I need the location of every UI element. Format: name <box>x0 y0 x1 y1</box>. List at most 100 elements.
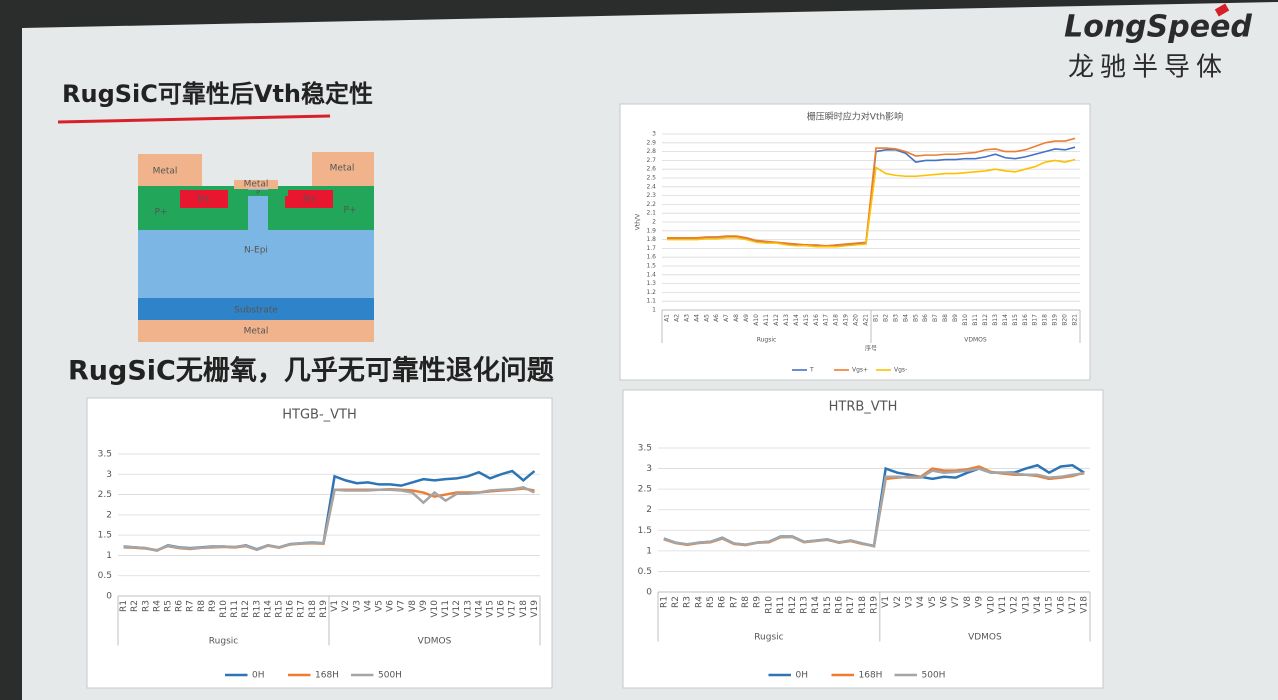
x-tick-label: V4 <box>916 596 926 608</box>
x-tick-label: V5 <box>928 596 938 608</box>
y-tick-label: 1.7 <box>646 245 656 252</box>
x-tick-label: A14 <box>793 314 800 326</box>
y-tick-label: 1.1 <box>646 298 656 305</box>
x-tick-label: R13 <box>799 596 809 614</box>
y-tick-label: 1.3 <box>646 280 656 287</box>
x-tick-label: V2 <box>893 596 903 608</box>
label: P+ <box>155 208 168 218</box>
x-tick-label: R14 <box>263 600 273 618</box>
x-tick-label: R10 <box>219 600 229 618</box>
x-tick-label: V13 <box>1021 596 1031 614</box>
x-tick-label: A9 <box>743 314 750 322</box>
x-tick-label: A17 <box>823 314 830 326</box>
x-tick-label: V18 <box>519 600 529 618</box>
y-tick-label: 1.9 <box>646 227 656 234</box>
x-tick-label: R19 <box>319 600 329 618</box>
x-tick-label: V1 <box>330 600 340 612</box>
y-tick-label: 1 <box>652 307 656 314</box>
y-tick-label: 3.5 <box>638 444 652 454</box>
x-tick-label: B8 <box>942 314 949 322</box>
y-tick-label: 3.5 <box>98 450 112 460</box>
legend-label: Vgs+ <box>852 367 868 374</box>
legend-label: 0H <box>252 671 265 681</box>
x-tick-label: A4 <box>693 314 700 322</box>
x-tick-label: V12 <box>452 600 462 618</box>
x-tick-label: V18 <box>1080 596 1090 614</box>
x-tick-label: V3 <box>905 596 915 608</box>
x-tick-label: B6 <box>922 314 929 322</box>
chart-title: HTRB_VTH <box>829 400 898 415</box>
x-tick-label: A19 <box>843 314 850 326</box>
x-tick-label: R19 <box>870 596 880 614</box>
x-tick-label: V8 <box>408 600 418 612</box>
x-tick-label: V6 <box>386 600 396 612</box>
y-tick-label: 2 <box>652 219 656 226</box>
group-label: VDMOS <box>968 633 1002 643</box>
x-tick-label: R2 <box>671 596 681 608</box>
metal-bottom <box>138 320 374 342</box>
series-line <box>666 137 1076 247</box>
chart-frame <box>619 103 1091 381</box>
x-tick-label: A5 <box>703 314 710 322</box>
label: P+ <box>344 206 357 216</box>
x-tick-label: R16 <box>834 596 844 614</box>
y-tick-label: 2.2 <box>646 201 656 208</box>
x-tick-label: V9 <box>419 600 429 612</box>
x-tick-label: V6 <box>940 596 950 608</box>
x-tick-label: V1 <box>881 596 891 608</box>
title-underline <box>57 114 331 124</box>
x-tick-label: V8 <box>963 596 973 608</box>
x-tick-label: A6 <box>713 314 720 322</box>
x-tick-label: R1 <box>119 600 129 612</box>
label: Metal <box>244 180 269 190</box>
x-tick-label: V10 <box>986 596 996 614</box>
y-tick-label: 0.5 <box>638 567 652 577</box>
series-line <box>123 485 535 552</box>
label: Substrate <box>234 306 278 316</box>
y-tick-label: 2.6 <box>646 166 656 173</box>
y-tick-label: 2.9 <box>646 139 656 146</box>
x-tick-label: B15 <box>1012 314 1019 326</box>
slide-title: RugSiC可靠性后Vth稳定性 <box>62 80 373 108</box>
legend-label: Vgs- <box>894 367 907 374</box>
x-tick-label: R1 <box>659 596 669 608</box>
y-tick-label: 2.1 <box>646 210 656 217</box>
label: Metal <box>153 167 178 177</box>
x-tick-label: R6 <box>718 596 728 608</box>
x-tick-label: A13 <box>783 314 790 326</box>
y-tick-label: 3 <box>652 131 656 138</box>
y-tick-label: 2.5 <box>98 490 112 500</box>
x-tick-label: R5 <box>163 600 173 612</box>
x-tick-label: R10 <box>764 596 774 614</box>
chart-title: 栅压瞬时应力对Vth影响 <box>807 111 903 123</box>
legend-label: 500H <box>922 671 946 681</box>
legend-label: 0H <box>796 671 809 681</box>
y-tick-label: 1.5 <box>98 531 112 541</box>
x-tick-label: B21 <box>1072 314 1079 326</box>
y-tick-label: 1.8 <box>646 236 656 243</box>
x-tick-label: V12 <box>1010 596 1020 614</box>
x-tick-label: R11 <box>230 600 240 618</box>
x-tick-label: V17 <box>1068 596 1078 614</box>
x-tick-label: R3 <box>683 596 693 608</box>
device-diagram: Metal Metal Metal N+ N+ P+ P+ P N-Epi Su… <box>138 152 374 342</box>
legend-label: 168H <box>859 671 883 681</box>
x-tick-label: V11 <box>998 596 1008 614</box>
y-tick-label: 2.5 <box>638 485 652 495</box>
label: N+ <box>197 195 211 205</box>
x-tick-label: A7 <box>723 314 730 322</box>
x-tick-label: R2 <box>130 600 140 612</box>
x-tick-label: R13 <box>252 600 262 618</box>
x-tick-label: V5 <box>374 600 384 612</box>
x-tick-label: R17 <box>297 600 307 618</box>
x-tick-label: R8 <box>741 596 751 608</box>
x-tick-label: B16 <box>1022 314 1029 326</box>
legend-label: 168H <box>315 671 339 681</box>
x-tick-label: R15 <box>823 596 833 614</box>
x-tick-label: V14 <box>474 600 484 618</box>
label: Metal <box>330 164 355 174</box>
x-tick-label: R7 <box>186 600 196 612</box>
x-tick-label: R15 <box>275 600 285 618</box>
x-tick-label: B18 <box>1042 314 1049 326</box>
